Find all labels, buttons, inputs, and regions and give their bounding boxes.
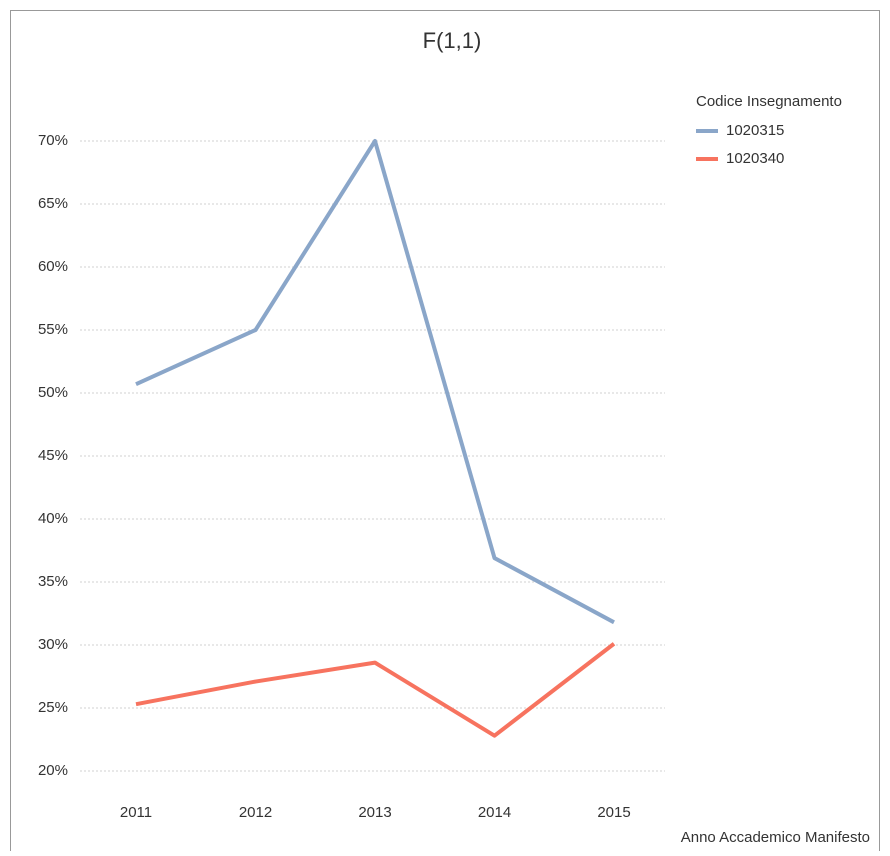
x-tick-label: 2013 xyxy=(358,804,391,821)
x-tick-label: 2014 xyxy=(478,804,511,821)
y-tick-label: 70% xyxy=(38,132,68,149)
series-line xyxy=(135,642,616,738)
y-tick-label: 40% xyxy=(38,510,68,527)
y-tick-label: 55% xyxy=(38,321,68,338)
y-tick-label: 65% xyxy=(38,195,68,212)
x-axis-label: Anno Accademico Manifesto xyxy=(681,829,870,846)
y-tick-label: 30% xyxy=(38,636,68,653)
y-tick-label: 60% xyxy=(38,258,68,275)
y-tick-label: 35% xyxy=(38,573,68,590)
y-tick-label: 50% xyxy=(38,384,68,401)
legend-title: Codice Insegnamento xyxy=(696,93,842,110)
chart-title: F(1,1) xyxy=(423,28,482,53)
x-tick-label: 2012 xyxy=(239,804,272,821)
series-line xyxy=(135,139,615,625)
x-tick-label: 2015 xyxy=(597,804,630,821)
legend-label: 1020315 xyxy=(726,122,784,139)
x-tick-label: 2011 xyxy=(120,804,152,821)
y-tick-label: 20% xyxy=(38,762,68,779)
chart-frame xyxy=(10,10,880,856)
legend-label: 1020340 xyxy=(726,150,784,167)
y-tick-label: 45% xyxy=(38,447,68,464)
y-tick-label: 25% xyxy=(38,699,68,716)
